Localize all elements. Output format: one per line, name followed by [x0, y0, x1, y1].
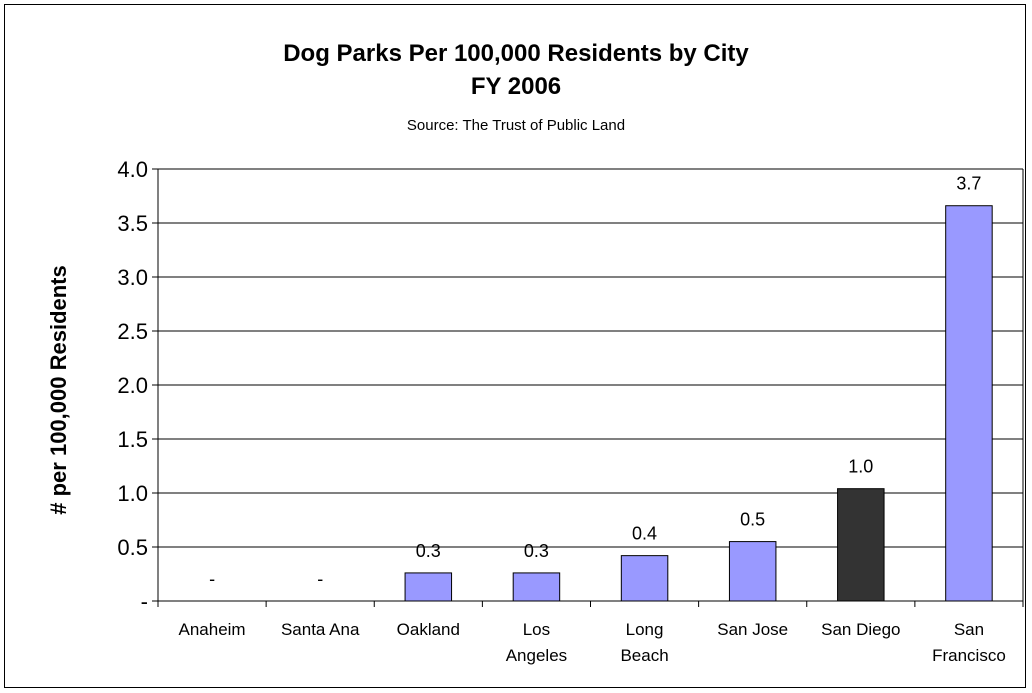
x-tick-label: San Diego	[821, 620, 900, 639]
bar	[404, 572, 453, 602]
chart-title: Dog Parks Per 100,000 Residents by City	[283, 40, 749, 67]
y-axis-label: # per 100,000 Residents	[46, 265, 71, 514]
y-tick-label: -	[141, 589, 148, 614]
bar-chart: Dog Parks Per 100,000 Residents by City …	[46, 40, 1024, 665]
chart-frame: Dog Parks Per 100,000 Residents by City …	[4, 4, 1026, 688]
y-tick-label: 2.0	[117, 373, 148, 398]
bar	[945, 205, 993, 602]
x-tick-label: Oakland	[397, 620, 460, 639]
data-label: 0.5	[740, 510, 765, 530]
bar	[837, 488, 885, 602]
data-label: 0.4	[632, 524, 657, 544]
gridlines	[158, 168, 1023, 548]
bar	[512, 572, 561, 602]
y-tick-label: 2.5	[117, 319, 148, 344]
data-label: 3.7	[956, 174, 981, 194]
bars	[404, 205, 993, 602]
labels: - 0.5 1.0 1.5 2.0 2.5 3.0 3.5 4.0 - - 0.3 0.3 0.4 0.5 1…	[117, 157, 1005, 665]
data-label: -	[317, 569, 323, 589]
y-tick-label: 3.0	[117, 265, 148, 290]
x-tick-label: San Jose	[717, 620, 788, 639]
chart-subtitle: FY 2006	[471, 73, 561, 100]
x-tick-label: Los Angeles	[506, 620, 567, 665]
y-tick-label: 3.5	[117, 211, 148, 236]
data-label: 0.3	[524, 541, 549, 561]
x-tick-label: Anaheim	[179, 620, 246, 639]
chart-source: Source: The Trust of Public Land	[407, 117, 625, 134]
bar	[728, 541, 777, 602]
x-tick-label: Long Beach	[620, 620, 668, 665]
bar	[620, 555, 669, 602]
y-tick-label: 0.5	[117, 535, 148, 560]
data-label: 1.0	[848, 457, 873, 477]
y-tick-label: 1.0	[117, 481, 148, 506]
y-tick-label: 1.5	[117, 427, 148, 452]
data-label: 0.3	[416, 541, 441, 561]
y-tick-label: 4.0	[117, 157, 148, 182]
axes	[152, 168, 1024, 607]
data-label: -	[209, 569, 215, 589]
x-tick-label: San Francisco	[932, 620, 1006, 665]
x-tick-label: Santa Ana	[281, 620, 360, 639]
